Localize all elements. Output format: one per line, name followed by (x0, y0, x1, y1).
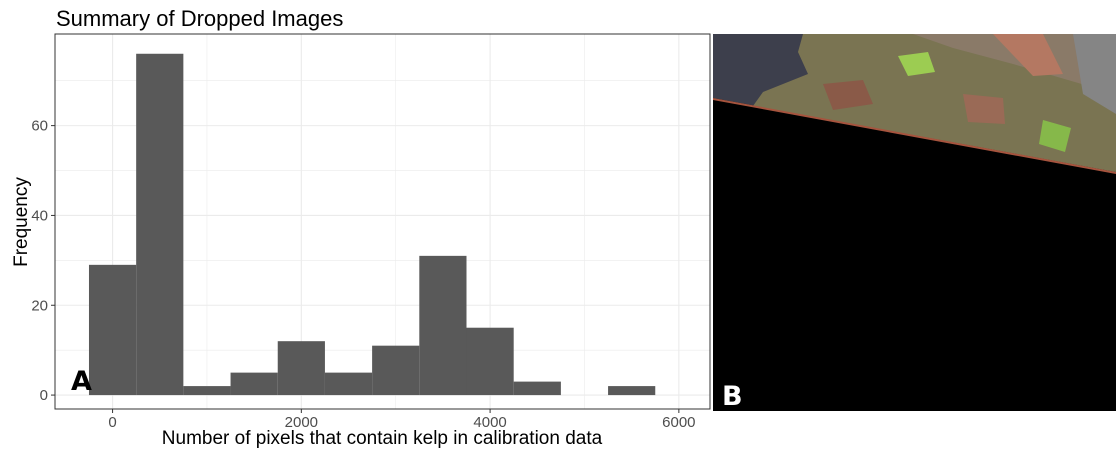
satellite-image: B (713, 34, 1116, 411)
histogram-bar (608, 386, 656, 396)
histogram-bar (230, 372, 278, 396)
histogram-bar (277, 341, 325, 396)
panel-label-b: B (722, 381, 743, 411)
y-tick-label: 60 (31, 118, 48, 135)
histogram-bar (324, 372, 373, 396)
x-tick-label: 4000 (473, 414, 506, 431)
x-tick-label: 0 (108, 414, 116, 431)
y-tick-label: 40 (31, 207, 48, 224)
histogram-bar (183, 386, 231, 396)
histogram-bar (88, 264, 137, 396)
histogram-bar (136, 53, 184, 396)
histogram-bar (372, 345, 420, 396)
histogram-bar (419, 255, 467, 396)
panel-label-a: A (71, 366, 92, 397)
imagery-strip (713, 34, 1116, 174)
x-tick-label: 6000 (662, 414, 695, 431)
panel-border (54, 33, 711, 410)
y-axis-ticks: 0 20 40 60 (31, 118, 55, 404)
y-tick-label: 20 (31, 297, 48, 314)
histogram-chart: Summary of Dropped Images 0 2000 4000 6000 … (11, 6, 711, 449)
histogram-bars (88, 53, 656, 396)
y-tick-label: 0 (40, 387, 48, 404)
histogram-bar (513, 381, 561, 396)
x-tick-label: 2000 (285, 414, 318, 431)
chart-title: Summary of Dropped Images (56, 6, 343, 31)
x-axis-title: Number of pixels that contain kelp in ca… (162, 428, 603, 449)
x-axis-ticks: 0 2000 4000 6000 (108, 409, 696, 431)
histogram-bar (466, 327, 514, 396)
y-axis-title: Frequency (11, 177, 32, 267)
